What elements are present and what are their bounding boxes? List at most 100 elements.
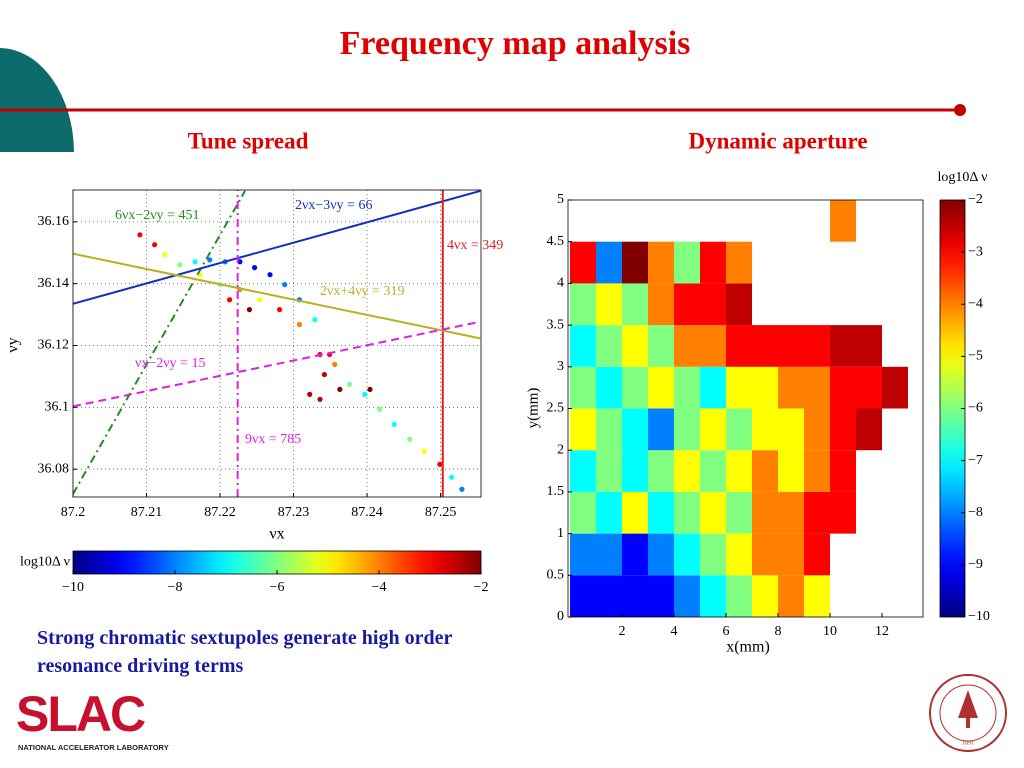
right-heading: Dynamic aperture <box>688 128 867 153</box>
cell <box>622 575 648 617</box>
point <box>296 321 303 328</box>
cell <box>700 575 726 617</box>
colorbar-tick-label: −5 <box>968 349 983 364</box>
x-tick-label: 4 <box>671 624 678 639</box>
cell <box>830 491 856 534</box>
cell <box>596 533 622 576</box>
x-axis-label: νx <box>269 526 284 543</box>
cell <box>622 491 648 534</box>
point <box>192 259 198 265</box>
cell <box>752 533 778 576</box>
colorbar-tick-label: −4 <box>968 296 983 311</box>
cell <box>596 283 622 326</box>
slide-title: Frequency map analysis <box>340 25 691 62</box>
cell <box>726 575 752 617</box>
y-tick-label: 3.5 <box>547 317 565 332</box>
colorbar-tick-label: −10 <box>968 609 990 624</box>
colorbar-tick-label: −4 <box>372 580 387 595</box>
point <box>421 448 427 454</box>
cell <box>726 241 752 284</box>
cell <box>856 408 882 451</box>
cell <box>700 325 726 367</box>
cell <box>804 533 830 576</box>
seal-year: 1891 <box>962 740 974 746</box>
cell <box>804 325 830 367</box>
colorbar-label: log10Δ ν <box>20 555 70 570</box>
cell <box>752 575 778 617</box>
cell <box>778 575 804 617</box>
title-rule-dot <box>954 104 966 116</box>
cell <box>570 325 596 367</box>
cell <box>596 241 622 284</box>
point <box>257 297 263 303</box>
cell <box>648 325 674 367</box>
y-tick-label: 36.12 <box>38 338 70 353</box>
resonance-label: 4νx = 349 <box>447 238 503 253</box>
cell <box>804 575 830 617</box>
cell <box>570 450 596 492</box>
y-tick-label: 1 <box>557 526 564 541</box>
point <box>362 391 368 397</box>
cell <box>700 241 726 284</box>
cell <box>778 366 804 409</box>
x-tick-label: 2 <box>619 624 626 639</box>
cell <box>596 325 622 367</box>
corner-decoration <box>0 48 74 152</box>
resonance-label: 2νx+4νy = 319 <box>320 284 404 299</box>
cell <box>830 325 856 367</box>
y-tick-label: 36.08 <box>38 461 70 476</box>
cell <box>752 491 778 534</box>
cell <box>674 283 700 326</box>
resonance-line <box>73 320 481 408</box>
point <box>276 307 283 313</box>
cell <box>570 491 596 534</box>
cell <box>674 450 700 492</box>
y-tick-label: 2 <box>557 442 564 457</box>
y-tick-label: 3 <box>557 359 564 374</box>
point <box>307 391 313 397</box>
cell <box>726 366 752 409</box>
y-tick-label: 2.5 <box>547 401 565 416</box>
point <box>152 242 158 248</box>
cell <box>882 366 908 409</box>
cell <box>648 575 674 617</box>
x-tick-label: 87.23 <box>278 505 310 520</box>
y-tick-label: 36.1 <box>45 400 70 415</box>
colorbar-tick-label: −6 <box>968 401 983 416</box>
cell <box>804 366 830 409</box>
plot-frame <box>72 189 482 498</box>
cell <box>830 450 856 492</box>
point <box>267 272 273 278</box>
cell <box>622 408 648 451</box>
point <box>176 262 183 268</box>
point <box>448 474 455 480</box>
cell <box>778 450 804 492</box>
cell <box>726 283 752 326</box>
cell <box>778 533 804 576</box>
cell <box>674 325 700 367</box>
colorbar <box>939 199 966 618</box>
x-axis-label: x(mm) <box>726 639 770 656</box>
x-tick-label: 10 <box>823 624 837 639</box>
cell <box>570 408 596 451</box>
cell <box>648 366 674 409</box>
cell <box>700 491 726 534</box>
colorbar-label: log10Δ ν <box>938 170 988 185</box>
cell <box>596 366 622 409</box>
cell <box>700 366 726 409</box>
colorbar-tick-label: −6 <box>270 580 285 595</box>
x-tick-label: 8 <box>775 624 782 639</box>
cell <box>778 408 804 451</box>
cell <box>596 408 622 451</box>
logo: SLAC <box>16 686 145 742</box>
cell <box>778 491 804 534</box>
point <box>251 265 258 271</box>
resonance-label: 6νx−2νy = 451 <box>115 208 199 223</box>
colorbar-tick-label: −3 <box>968 244 983 259</box>
point <box>407 436 413 442</box>
cell <box>752 408 778 451</box>
cell <box>674 366 700 409</box>
cell <box>648 241 674 284</box>
point <box>337 386 343 393</box>
point <box>246 307 253 313</box>
